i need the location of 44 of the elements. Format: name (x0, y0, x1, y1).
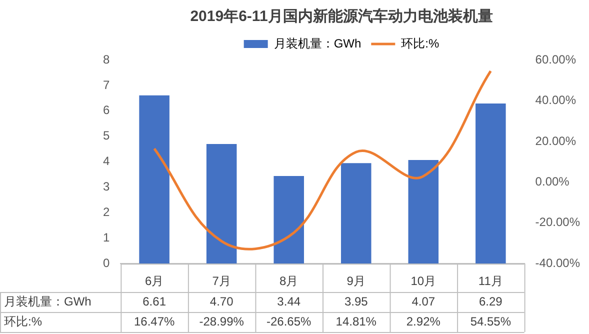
y-tick-label: 1 (102, 230, 110, 244)
x-tick-label: 7月 (212, 274, 231, 288)
y-tick-label: 4 (102, 154, 110, 168)
data-label: -28.99% (199, 314, 244, 328)
chart-title: 2019年6-11月国内新能源汽车动力电池装机量 (190, 7, 493, 26)
data-label: 3.95 (344, 294, 368, 308)
data-label: 54.55% (470, 314, 512, 328)
y2-tick-label: -40.00% (535, 256, 580, 270)
y-tick-label: 3 (102, 180, 110, 194)
y2-tick-label: 40.00% (535, 93, 576, 108)
data-label: 3.44 (277, 294, 301, 308)
bar (274, 176, 304, 264)
x-tick-label: 11月 (478, 274, 503, 288)
bar (408, 160, 439, 264)
legend-label: 月装机量：GWh (274, 36, 362, 50)
y-tick-label: 6 (102, 103, 110, 118)
bar (476, 104, 506, 264)
x-tick-label: 8月 (280, 274, 298, 288)
x-tick-label: 10月 (410, 274, 436, 288)
data-label: 4.07 (412, 294, 436, 308)
data-label: 6.61 (142, 294, 166, 308)
y2-tick-label: -20.00% (535, 215, 580, 230)
legend-label: 环比:% (401, 36, 440, 50)
data-label: 14.81% (336, 314, 377, 328)
x-tick-label: 9月 (346, 274, 366, 288)
y2-tick-label: 60.00% (535, 52, 576, 66)
x-tick-label: 6月 (144, 274, 164, 288)
bar (206, 144, 237, 264)
bar (340, 163, 372, 264)
data-label: 2.92% (406, 314, 441, 328)
data-label: 16.47% (134, 314, 175, 328)
y-tick-label: 2 (102, 205, 110, 220)
y-tick-label: 0 (102, 256, 110, 270)
y-tick-label: 8 (102, 52, 110, 66)
y-tick-label: 5 (102, 128, 110, 143)
data-label: 4.70 (210, 294, 234, 308)
text: 月装机量：GWh (4, 294, 92, 308)
y2-tick-label: 0.00% (535, 174, 570, 188)
y-tick-label: 7 (102, 78, 110, 92)
y2-tick-label: 20.00% (535, 134, 576, 148)
data-label: -26.65% (266, 314, 312, 328)
bar (139, 95, 170, 264)
text: 环比:% (4, 314, 42, 328)
data-label: 6.29 (478, 294, 503, 308)
